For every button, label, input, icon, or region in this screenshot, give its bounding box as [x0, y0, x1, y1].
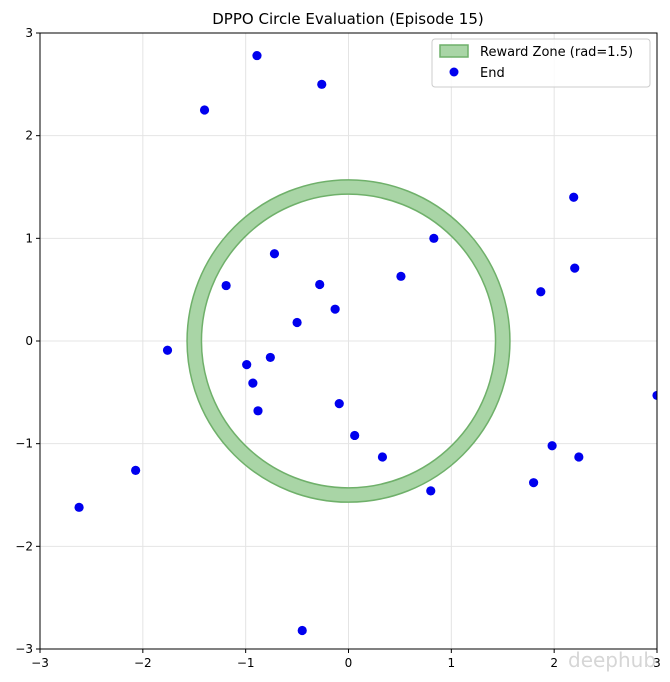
end-point — [315, 279, 325, 290]
x-tick-label: 3 — [653, 656, 661, 670]
end-point — [652, 390, 657, 401]
end-point — [221, 280, 231, 291]
end-point — [426, 486, 436, 496]
end-point — [292, 317, 302, 328]
end-point — [297, 625, 307, 636]
reward-zone-ring — [186, 179, 511, 503]
end-point — [574, 452, 584, 462]
legend: Reward Zone (rad=1.5) End — [431, 38, 651, 88]
x-tick-label: −1 — [237, 656, 255, 670]
axis-ticks: −3 −2 −1 0 1 2 3 −3 −2 −1 0 1 2 3 — [15, 26, 661, 670]
x-tick-label: 1 — [448, 656, 456, 670]
legend-end-label: End — [480, 66, 505, 81]
end-point — [547, 441, 557, 451]
end-point — [269, 249, 280, 259]
end-point — [536, 287, 546, 297]
y-tick-label: −1 — [15, 437, 33, 451]
end-point — [242, 360, 252, 370]
end-point — [74, 502, 84, 512]
end-point — [377, 452, 388, 462]
end-point — [529, 478, 539, 488]
end-point — [265, 352, 275, 363]
end-point — [330, 304, 340, 314]
y-tick-label: −2 — [15, 539, 33, 553]
end-point — [569, 192, 579, 202]
x-tick-label: 0 — [345, 656, 353, 670]
watermark: deephub — [568, 648, 656, 672]
end-point — [252, 50, 262, 61]
legend-reward-zone-swatch — [439, 44, 469, 58]
y-tick-label: −3 — [15, 642, 33, 656]
x-tick-label: −2 — [134, 656, 152, 670]
end-point — [131, 465, 141, 475]
end-point — [199, 105, 210, 115]
legend-reward-zone-label: Reward Zone (rad=1.5) — [480, 45, 633, 60]
end-point — [253, 406, 263, 416]
end-point — [248, 378, 258, 388]
end-point — [350, 430, 360, 441]
y-tick-label: 0 — [25, 334, 33, 348]
end-point — [429, 233, 439, 243]
y-tick-label: 3 — [25, 26, 33, 40]
end-point — [162, 345, 173, 355]
x-tick-label: −3 — [31, 656, 49, 670]
reward-zone-layer — [186, 179, 511, 503]
end-point — [317, 79, 327, 89]
y-tick-label: 2 — [25, 129, 33, 143]
end-points-layer — [74, 50, 657, 636]
end-point — [570, 263, 580, 273]
legend-box — [431, 38, 651, 88]
x-tick-label: 2 — [550, 656, 558, 670]
chart-title: DPPO Circle Evaluation (Episode 15) — [212, 10, 484, 28]
end-point — [334, 399, 344, 409]
legend-end-marker — [449, 67, 459, 77]
end-point — [396, 271, 406, 281]
y-tick-label: 1 — [25, 231, 33, 245]
